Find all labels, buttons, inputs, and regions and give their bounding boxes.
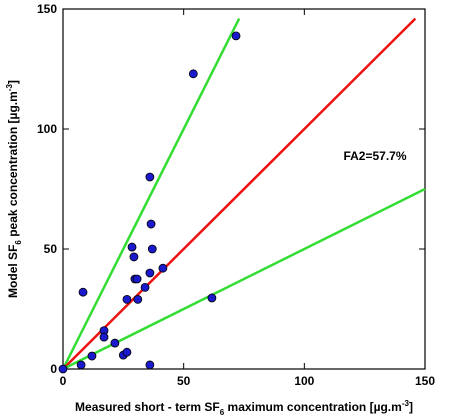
point — [129, 252, 139, 262]
point — [146, 219, 156, 229]
label-part: -3 — [402, 399, 410, 408]
point — [145, 172, 155, 182]
point — [76, 360, 86, 370]
reference-line — [61, 18, 241, 370]
point — [133, 294, 143, 304]
point — [231, 31, 241, 41]
point — [99, 332, 109, 342]
x-tick-label: 50 — [177, 374, 191, 388]
point — [58, 364, 68, 374]
x-tick-label: 100 — [294, 374, 314, 388]
label-part: 6 — [14, 240, 23, 245]
x-tick-label: 150 — [415, 374, 435, 388]
point — [207, 293, 217, 303]
point — [78, 287, 88, 297]
x-tick-label: 0 — [60, 374, 67, 388]
y-tick-label: 0 — [50, 362, 57, 376]
point — [145, 360, 155, 370]
label-part: 6 — [220, 408, 225, 417]
point — [122, 347, 132, 357]
point — [132, 274, 142, 284]
label-part: ] — [409, 400, 413, 414]
point — [158, 263, 168, 273]
y-tick-label: 150 — [37, 2, 57, 16]
label-part: Model SF — [6, 245, 20, 298]
point — [140, 282, 150, 292]
point — [188, 69, 198, 79]
x-axis-label: Measured short - term SF6 maximum concen… — [75, 399, 413, 417]
label-part: Measured short - term SF — [75, 400, 220, 414]
point — [147, 244, 157, 254]
point — [110, 338, 120, 348]
label-part: -3 — [5, 84, 14, 92]
point — [87, 351, 97, 361]
label-part: ] — [6, 80, 20, 84]
reference-line — [62, 187, 426, 371]
label-part: maximum concentration [µg.m — [224, 400, 402, 414]
label-part: peak concentration [µg.m — [6, 91, 20, 240]
y-tick-label: 50 — [44, 242, 58, 256]
reference-line — [62, 17, 417, 370]
point — [127, 242, 137, 252]
point — [122, 294, 132, 304]
annotation: FA2=57.7% — [343, 149, 406, 163]
y-tick-label: 100 — [37, 122, 57, 136]
point — [145, 268, 155, 278]
y-axis-label: Model SF6 peak concentration [µg.m-3] — [5, 80, 23, 298]
